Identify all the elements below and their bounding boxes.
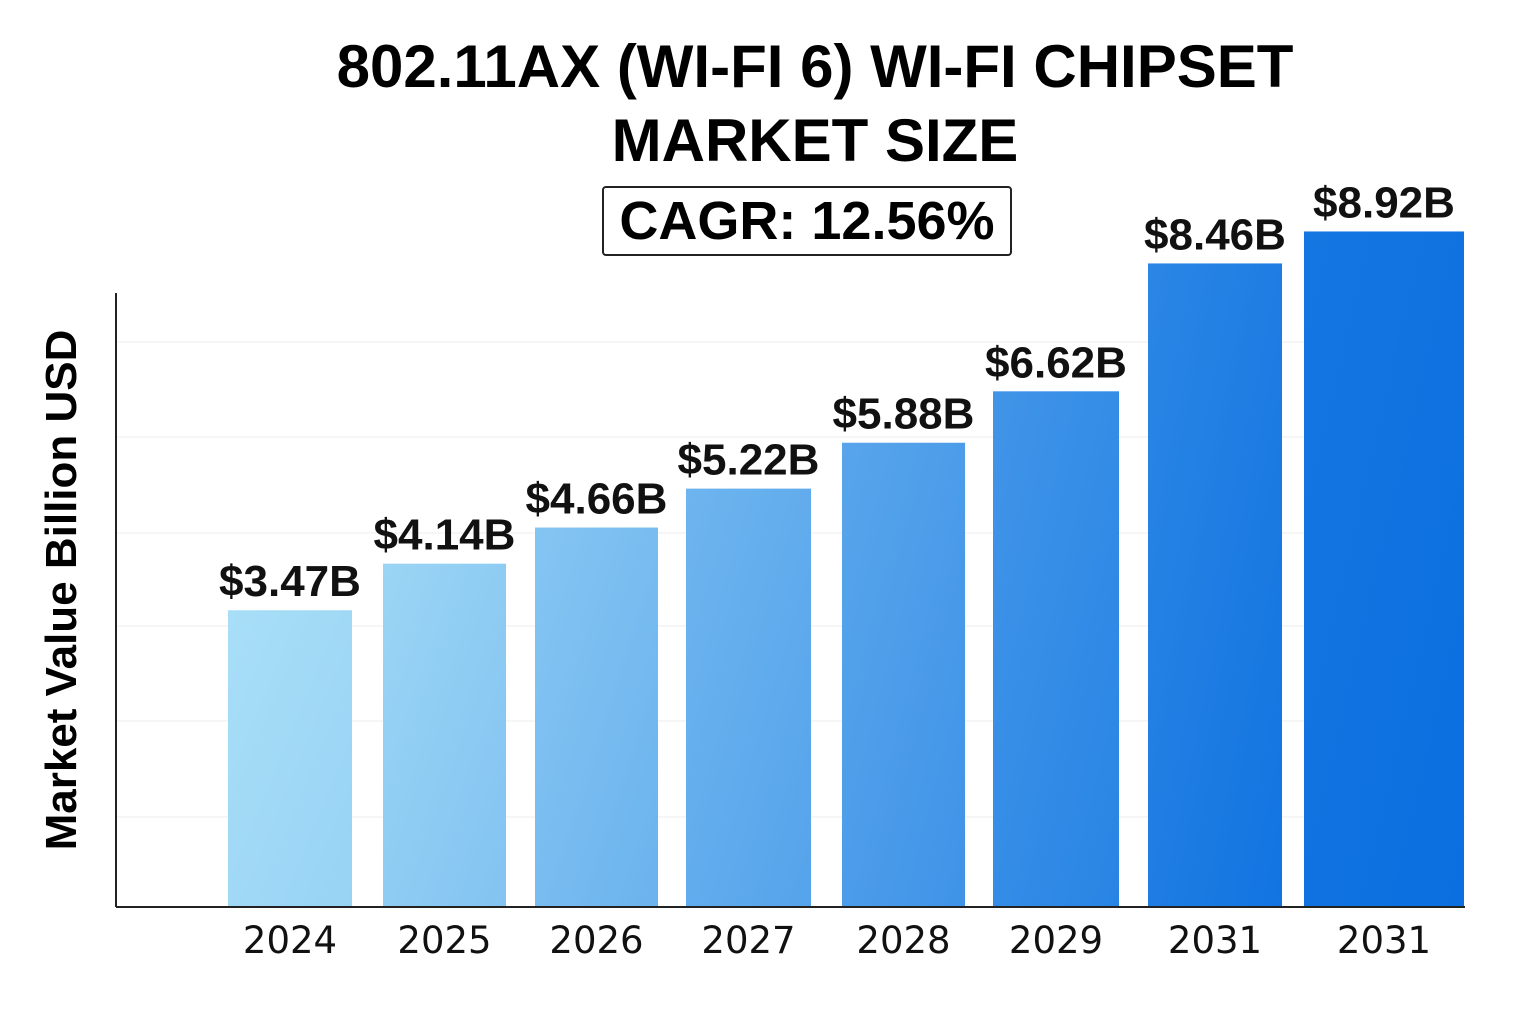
bar-2024 [228,610,352,907]
x-tick-label: 2027 [701,919,795,962]
x-tick-label: 2026 [549,919,643,962]
bar-2025 [383,563,506,907]
x-tick-label: 2031 [1168,919,1262,962]
data-label: $8.46B [1144,210,1286,259]
data-label: $4.14B [374,511,516,560]
x-tick-label: 2025 [397,919,491,962]
labels-layer: $3.47B 2024 $4.14B 2025 $4.66B 2026 $5.22B 2027… [219,178,1455,962]
data-label: $6.62B [985,338,1127,387]
bar-2028 [842,442,965,907]
bar-2027 [686,488,811,907]
data-label: $5.88B [833,390,975,439]
bar-2031 [1148,263,1282,907]
x-tick-label: 2028 [856,919,950,962]
cagr-badge: CAGR: 12.56% [602,186,1012,256]
bar-2026 [535,527,658,907]
x-tick-label: 2024 [243,919,337,962]
chart-title-line1: 802.11AX (WI-FI 6) WI-FI CHIPSET [336,33,1294,100]
bar-2031 [1304,231,1464,907]
bars-layer [228,231,1464,907]
data-label: $4.66B [526,475,668,524]
x-tick-label: 2031 [1337,919,1431,962]
chart-title-line2: MARKET SIZE [611,107,1019,174]
data-label: $5.22B [678,436,820,485]
data-label: $3.47B [219,557,361,606]
data-label: $8.92B [1313,178,1455,227]
x-tick-label: 2029 [1009,919,1103,962]
bar-2029 [993,391,1119,907]
axis-layer [115,293,1465,908]
